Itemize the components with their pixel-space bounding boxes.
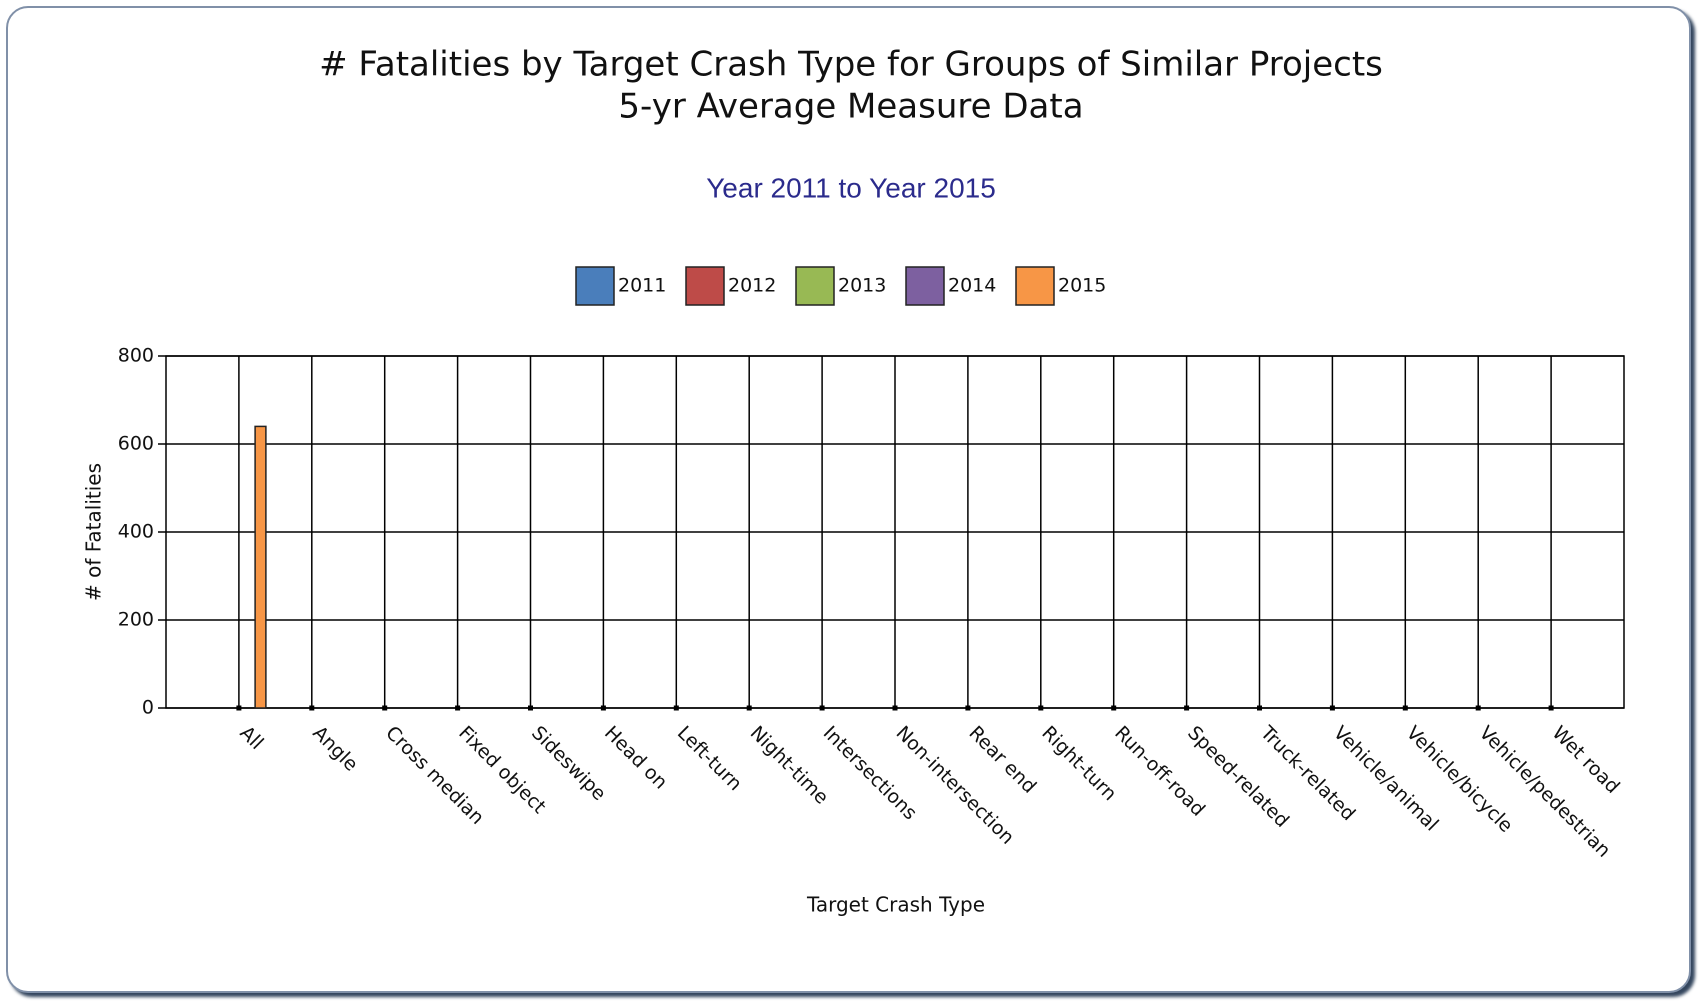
x-tick: [236, 705, 242, 711]
x-tick: [965, 705, 971, 711]
x-tick: [382, 705, 388, 711]
x-tick: [892, 705, 898, 711]
legend-swatch: [905, 266, 945, 306]
x-tick: [1548, 705, 1554, 711]
x-tick: [600, 705, 606, 711]
x-tick-label: Vehicle/pedestrian: [1475, 722, 1615, 862]
legend-label: 2013: [838, 275, 886, 297]
x-tick-label: Wet road: [1548, 722, 1624, 798]
x-tick-label: Angle: [308, 722, 362, 776]
x-tick: [1184, 705, 1190, 711]
x-tick: [1402, 705, 1408, 711]
y-tick-label: 400: [118, 521, 154, 543]
x-tick: [309, 705, 315, 711]
x-tick: [746, 705, 752, 711]
chart-frame: [6, 6, 1691, 993]
legend-swatch: [1015, 266, 1055, 306]
chart-title: # Fatalities by Target Crash Type for Gr…: [319, 45, 1383, 85]
x-tick: [1038, 705, 1044, 711]
legend-label: 2011: [618, 275, 666, 297]
legend-label: 2014: [948, 275, 996, 297]
legend-swatch: [685, 266, 725, 306]
x-tick-label: Head on: [600, 722, 672, 794]
x-tick: [1329, 705, 1335, 711]
bar: [254, 425, 267, 709]
x-tick-label: All: [235, 722, 267, 754]
x-tick: [673, 705, 679, 711]
legend-label: 2012: [728, 275, 776, 297]
y-tick-label: 600: [118, 433, 154, 455]
y-tick-label: 200: [118, 609, 154, 631]
chart-subtitle: Year 2011 to Year 2015: [706, 172, 996, 203]
x-tick-label: Rear end: [964, 722, 1040, 798]
x-tick: [1111, 705, 1117, 711]
legend-label: 2015: [1058, 275, 1106, 297]
y-tick-label: 800: [118, 345, 154, 367]
x-tick: [1475, 705, 1481, 711]
legend-swatch: [575, 266, 615, 306]
x-tick: [455, 705, 461, 711]
y-axis-label: # of Fatalities: [82, 463, 106, 601]
y-tick-label: 0: [142, 697, 154, 719]
chart-title: 5-yr Average Measure Data: [618, 87, 1083, 127]
x-tick-label: Right-turn: [1037, 722, 1120, 805]
legend-swatch: [795, 266, 835, 306]
x-axis-label: Target Crash Type: [806, 893, 985, 917]
x-tick: [1257, 705, 1262, 711]
x-tick: [528, 705, 533, 711]
x-tick: [819, 705, 825, 711]
x-tick-label: Night-time: [746, 722, 833, 809]
x-tick-label: Left-turn: [673, 722, 746, 795]
